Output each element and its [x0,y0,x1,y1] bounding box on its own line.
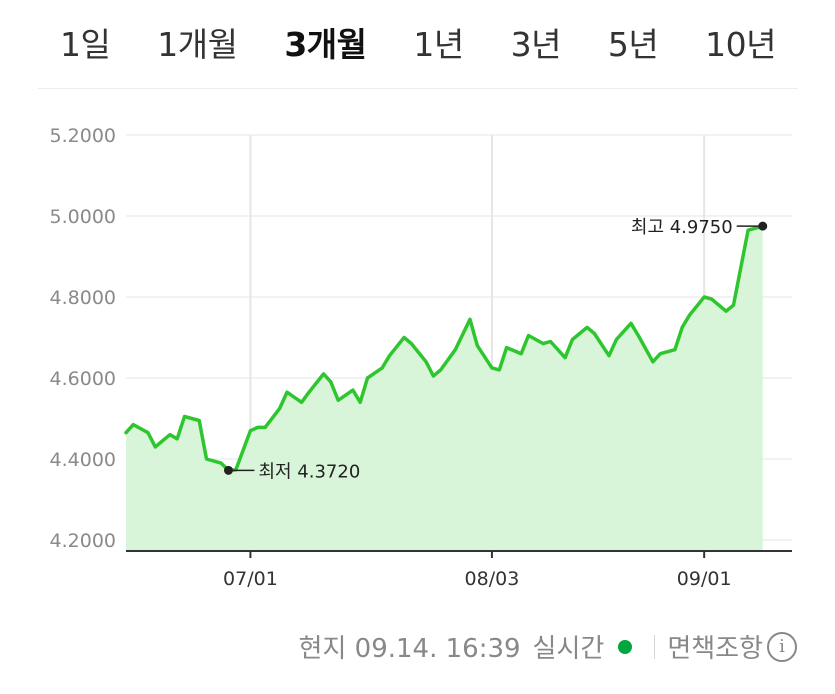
realtime-label: 실시간 [532,634,605,664]
info-icon[interactable]: i [767,631,797,662]
y-tick-label: 4.8000 [50,287,116,309]
realtime-dot-icon [618,639,633,654]
series-area [126,226,763,551]
tab-2[interactable]: 3개월 [284,24,367,64]
x-tick-label: 07/01 [223,568,278,590]
tabs-divider [38,88,798,89]
footer-separator [654,634,656,659]
tab-1[interactable]: 1개월 [157,24,238,64]
y-tick-label: 5.2000 [50,125,116,147]
period-tabs: 1일 1개월 3개월 1년 3년 5년 10년 [38,0,798,88]
tab-6[interactable]: 10년 [705,24,776,64]
tab-3[interactable]: 1년 [413,24,464,64]
tab-4[interactable]: 3년 [510,24,562,64]
min-annotation-label: 최저 4.3720 [258,461,360,482]
x-tick-label: 09/01 [677,568,732,590]
y-tick-label: 4.6000 [50,368,116,390]
price-chart: 5.2000 5.0000 4.8000 4.6000 4.4000 4.2000 07/0… [50,125,792,590]
tab-0[interactable]: 1일 [60,24,111,64]
tab-5[interactable]: 5년 [607,24,659,64]
max-annotation-label: 최고 4.9750 [631,217,733,238]
y-tick-label: 4.2000 [50,530,116,552]
y-tick-label: 4.4000 [50,449,116,471]
disclaimer-link[interactable]: 면책조항 [667,634,763,664]
y-tick-label: 5.0000 [50,206,116,228]
chart-footer: 현지 09.14. 16:39 실시간 면책조항 i [299,628,797,665]
x-tick-label: 08/03 [465,568,520,590]
timestamp-text: 현지 09.14. 16:39 [298,634,521,664]
